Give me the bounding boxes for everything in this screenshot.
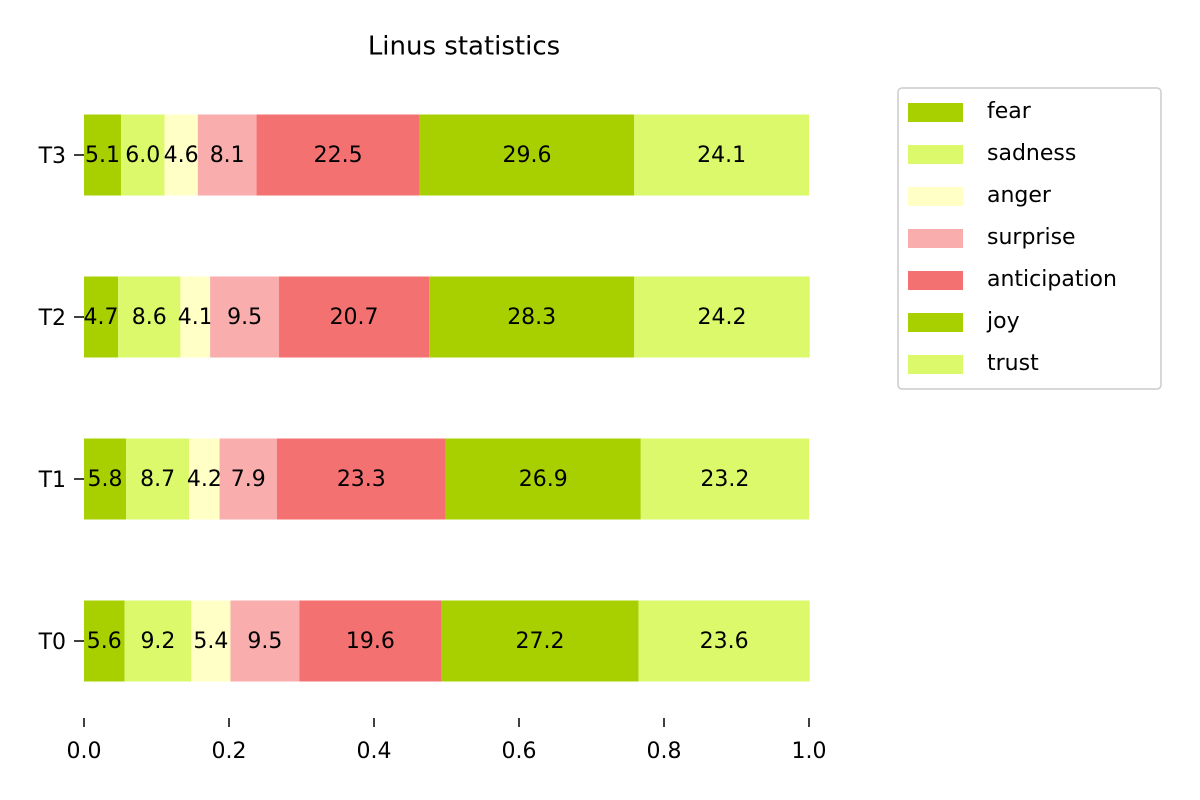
data-label: 5.6 [87,629,122,654]
data-label: 24.1 [697,143,746,168]
data-label: 5.4 [193,629,228,654]
x-tick-label: 0.4 [357,739,392,764]
x-tick-label: 1.0 [792,739,827,764]
bar-segment [640,438,809,520]
data-label: 4.7 [84,305,119,330]
data-label: 8.1 [210,143,245,168]
bar-segment [445,438,641,520]
bar-segment [219,438,277,520]
chart-title: Linus statistics [368,32,560,62]
data-label: 9.2 [140,629,175,654]
bar-segment [276,438,446,520]
bar-segment [634,276,810,358]
bar-segment [84,600,125,682]
bar-segment [84,438,127,520]
data-label: 4.2 [187,467,222,492]
x-tick-label: 0.0 [67,739,102,764]
data-label: 5.1 [85,143,120,168]
legend-swatch [908,355,963,374]
data-label: 20.7 [330,305,379,330]
data-label: 23.6 [700,629,749,654]
legend-swatch [908,103,963,122]
data-label: 5.8 [88,467,123,492]
data-label: 9.5 [247,629,282,654]
bar-segment [84,114,121,196]
legend-swatch [908,187,963,206]
x-tick-label: 0.6 [502,739,537,764]
bar-segment [124,600,192,682]
bar-segment [126,438,190,520]
data-label: 27.2 [516,629,565,654]
bar-segment [180,276,211,358]
data-label: 19.6 [346,629,395,654]
legend-swatch [908,229,963,248]
legend-label: sadness [987,141,1076,166]
bar-segment [638,600,810,682]
legend-label: surprise [987,225,1076,250]
bar-segment [634,114,809,196]
legend-swatch [908,145,963,164]
data-label: 7.9 [231,467,266,492]
bar-segment [299,600,442,682]
legend-label: anticipation [987,267,1117,292]
bar-segment [164,114,198,196]
legend-label: fear [987,99,1032,124]
bar-segment [256,114,420,196]
data-label: 28.3 [507,305,556,330]
legend-swatch [908,313,963,332]
legend-label: anger [987,183,1052,208]
data-label: 23.2 [700,467,749,492]
bar-segment [191,600,231,682]
bar-segment [210,276,280,358]
data-label: 8.7 [140,467,175,492]
bar-segment [189,438,220,520]
bar-segment [419,114,635,196]
y-tick-label: T0 [38,630,66,655]
bar-segment [120,114,165,196]
data-label: 24.2 [698,305,747,330]
data-label: 26.9 [519,467,568,492]
bar-segment [441,600,639,682]
data-label: 22.5 [314,143,363,168]
bar-segment [279,276,430,358]
data-label: 23.3 [337,467,386,492]
legend-box [897,87,1162,390]
data-label: 4.1 [178,305,213,330]
bar-segment [230,600,300,682]
bar-segment [84,276,119,358]
x-tick-label: 0.2 [212,739,247,764]
data-label: 4.6 [164,143,199,168]
data-label: 6.0 [125,143,160,168]
data-label: 9.5 [227,305,262,330]
legend-label: joy [986,309,1020,334]
data-label: 8.6 [132,305,167,330]
y-tick-label: T3 [38,144,66,169]
y-tick-label: T1 [38,468,66,493]
data-label: 29.6 [502,143,551,168]
bar-segment [429,276,635,358]
bar-segment [118,276,181,358]
x-tick-label: 0.8 [647,739,682,764]
bar-segment [197,114,257,196]
legend-label: trust [987,351,1039,376]
y-tick-label: T2 [38,306,66,331]
legend-swatch [908,271,963,290]
